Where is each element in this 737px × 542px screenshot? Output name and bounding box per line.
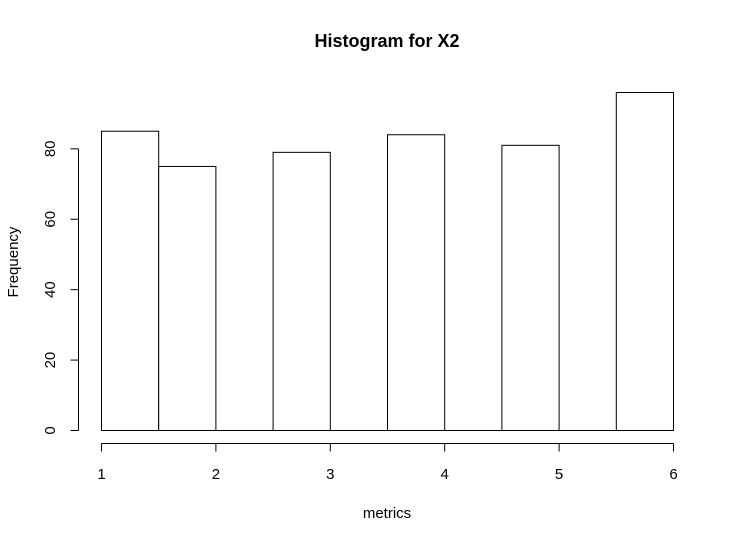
bars-group [101,92,674,432]
histogram-bar [158,165,217,431]
x-tick-label: 6 [669,466,677,483]
x-tick-label: 2 [212,466,220,483]
histogram-bar [615,92,674,431]
y-tick-label: 20 [42,352,59,369]
y-tick-label: 40 [42,281,59,298]
y-axis-label: Frequency [5,226,22,297]
y-axis: 0 20 40 60 80 [42,140,79,435]
y-tick-label: 0 [42,426,59,434]
chart-title: Histogram for X2 [314,31,459,51]
x-tick-label: 1 [97,466,105,483]
y-tick-label: 80 [42,140,59,157]
x-tick-label: 5 [555,466,563,483]
x-tick-label: 4 [441,466,449,483]
y-tick-label: 60 [42,211,59,228]
histogram-bar [272,151,331,432]
x-axis: 1 2 3 4 5 6 [97,443,678,483]
histogram-bar [387,134,446,431]
histogram-bar [101,130,160,432]
histogram-bar [501,144,560,431]
x-axis-label: metrics [363,505,411,522]
x-tick-label: 3 [326,466,334,483]
